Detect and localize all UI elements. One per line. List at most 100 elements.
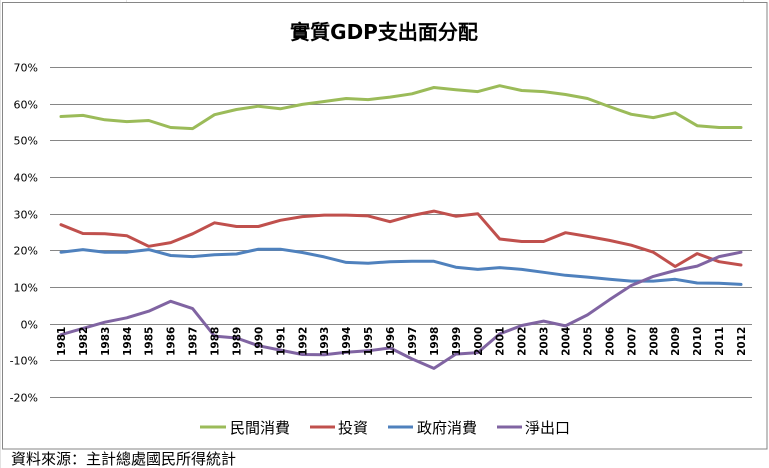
data-point[interactable] [519,267,524,272]
data-point[interactable] [607,297,612,302]
data-point[interactable] [278,106,283,111]
data-point[interactable] [410,213,415,218]
data-point[interactable] [497,237,502,242]
data-point[interactable] [168,125,173,130]
data-point[interactable] [519,239,524,244]
data-point[interactable] [563,92,568,97]
data-point[interactable] [410,259,415,264]
data-point[interactable] [80,231,85,236]
data-point[interactable] [453,265,458,270]
data-point[interactable] [717,259,722,264]
data-point[interactable] [431,85,436,90]
data-point[interactable] [695,264,700,269]
data-point[interactable] [102,320,107,325]
data-point[interactable] [673,277,678,282]
data-point[interactable] [695,281,700,286]
data-point[interactable] [212,220,217,225]
data-point[interactable] [475,211,480,216]
data-point[interactable] [629,112,634,117]
data-point[interactable] [453,214,458,219]
data-point[interactable] [651,250,656,255]
legend-item-investment[interactable]: 投資 [310,419,368,437]
data-point[interactable] [168,253,173,258]
data-point[interactable] [59,250,64,255]
data-point[interactable] [585,275,590,280]
data-point[interactable] [541,270,546,275]
data-point[interactable] [300,250,305,255]
data-point[interactable] [124,233,129,238]
data-point[interactable] [212,252,217,257]
data-point[interactable] [607,238,612,243]
data-point[interactable] [563,273,568,278]
data-point[interactable] [102,250,107,255]
data-point[interactable] [673,268,678,273]
data-point[interactable] [190,254,195,259]
data-point[interactable] [234,107,239,112]
data-point[interactable] [541,239,546,244]
data-point[interactable] [585,96,590,101]
data-point[interactable] [212,112,217,117]
data-point[interactable] [168,240,173,245]
data-point[interactable] [651,115,656,120]
data-point[interactable] [322,254,327,259]
data-point[interactable] [146,309,151,314]
data-point[interactable] [256,104,261,109]
data-point[interactable] [717,125,722,130]
data-point[interactable] [453,87,458,92]
series-line-investment[interactable] [59,209,743,268]
data-point[interactable] [739,263,744,268]
data-point[interactable] [344,96,349,101]
data-point[interactable] [695,123,700,128]
data-point[interactable] [234,224,239,229]
legend-item-net-exports[interactable]: 淨出口 [497,419,570,437]
data-point[interactable] [124,250,129,255]
data-point[interactable] [519,88,524,93]
data-point[interactable] [124,315,129,320]
data-point[interactable] [585,234,590,239]
data-point[interactable] [410,356,415,361]
data-point[interactable] [497,83,502,88]
data-point[interactable] [146,118,151,123]
data-point[interactable] [168,299,173,304]
data-point[interactable] [651,279,656,284]
data-point[interactable] [739,282,744,287]
data-point[interactable] [190,231,195,236]
data-point[interactable] [388,219,393,224]
data-point[interactable] [431,209,436,214]
data-point[interactable] [59,222,64,227]
data-point[interactable] [431,366,436,371]
data-point[interactable] [366,97,371,102]
data-point[interactable] [344,260,349,265]
data-point[interactable] [278,218,283,223]
data-point[interactable] [278,247,283,252]
data-point[interactable] [80,247,85,252]
data-point[interactable] [322,99,327,104]
data-point[interactable] [146,247,151,252]
data-point[interactable] [234,252,239,257]
data-point[interactable] [651,274,656,279]
data-point[interactable] [629,279,634,284]
data-point[interactable] [344,213,349,218]
data-point[interactable] [388,259,393,264]
data-point[interactable] [300,102,305,107]
data-point[interactable] [607,104,612,109]
data-point[interactable] [256,224,261,229]
data-point[interactable] [190,126,195,131]
legend[interactable]: 民間消費 投資 政府消費 淨出口 [200,419,570,437]
data-point[interactable] [585,312,590,317]
series-line-government-consumption[interactable] [59,247,743,286]
data-point[interactable] [497,265,502,270]
data-point[interactable] [366,261,371,266]
data-point[interactable] [717,254,722,259]
data-point[interactable] [102,231,107,236]
data-point[interactable] [102,117,107,122]
data-point[interactable] [475,267,480,272]
data-point[interactable] [366,213,371,218]
legend-item-government-consumption[interactable]: 政府消費 [388,419,477,437]
data-point[interactable] [475,89,480,94]
data-point[interactable] [563,230,568,235]
data-point[interactable] [124,119,129,124]
series-line-private-consumption[interactable] [59,84,743,131]
data-point[interactable] [673,110,678,115]
data-point[interactable] [410,91,415,96]
